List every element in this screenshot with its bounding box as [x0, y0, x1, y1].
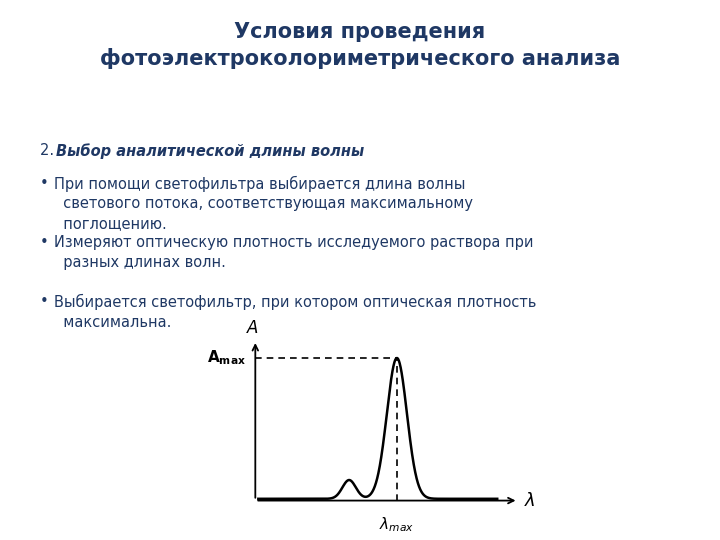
Text: $\mathbf{A_{max}}$: $\mathbf{A_{max}}$	[207, 349, 246, 367]
Text: $\lambda_{max}$: $\lambda_{max}$	[379, 515, 414, 534]
Text: •: •	[40, 294, 48, 309]
Text: Измеряют оптическую плотность исследуемого раствора при
  разных длинах волн.: Измеряют оптическую плотность исследуемо…	[54, 235, 534, 269]
Text: A: A	[247, 319, 258, 336]
Text: 2.: 2.	[40, 143, 58, 158]
Text: •: •	[40, 176, 48, 191]
Text: Выбор аналитической длины волны: Выбор аналитической длины волны	[56, 143, 364, 159]
Text: Условия проведения
фотоэлектроколориметрического анализа: Условия проведения фотоэлектроколориметр…	[100, 22, 620, 69]
Text: •: •	[40, 235, 48, 250]
Text: Выбирается светофильтр, при котором оптическая плотность
  максимальна.: Выбирается светофильтр, при котором опти…	[54, 294, 536, 330]
Text: При помощи светофильтра выбирается длина волны
  светового потока, соответствующ: При помощи светофильтра выбирается длина…	[54, 176, 473, 231]
Text: $\lambda$: $\lambda$	[524, 491, 536, 510]
